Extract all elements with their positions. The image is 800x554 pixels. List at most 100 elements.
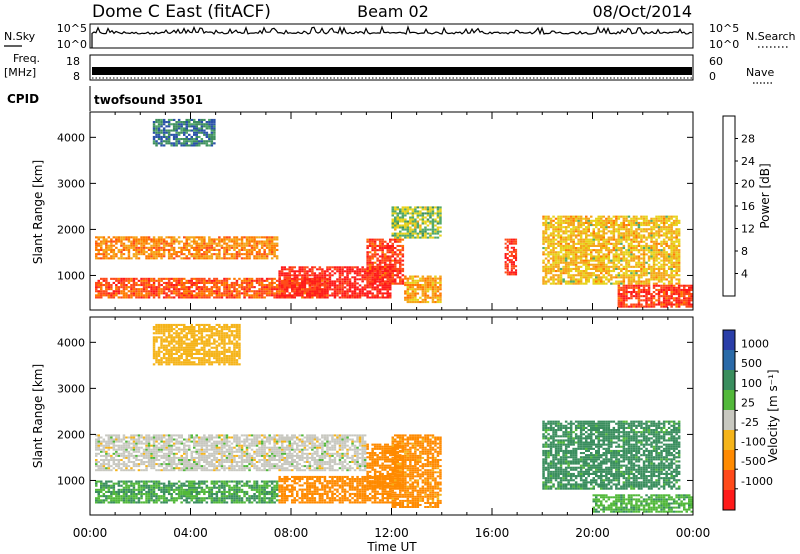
heatmap-cell [564, 219, 568, 222]
heatmap-cell [652, 247, 656, 250]
heatmap-cell [549, 272, 553, 275]
heatmap-cell [635, 257, 638, 260]
heatmap-cell [562, 238, 565, 241]
heatmap-cell [647, 265, 651, 268]
heatmap-cell [419, 230, 422, 233]
heatmap-cell [574, 257, 578, 260]
heatmap-cell [286, 268, 289, 271]
heatmap-cell [210, 255, 214, 258]
heatmap-cell [250, 277, 254, 280]
heatmap-cell [617, 280, 621, 283]
heatmap-cell [564, 280, 568, 283]
heatmap-cell [346, 266, 349, 269]
heatmap-cell [341, 286, 344, 289]
heatmap-cell [419, 301, 422, 304]
heatmap-cell [416, 234, 420, 237]
heatmap-cell [404, 281, 407, 284]
heatmap-cell [243, 253, 246, 256]
heatmap-cell [203, 279, 206, 282]
heatmap-cell [592, 259, 595, 262]
heatmap-cell [240, 257, 244, 260]
heatmap-cell [620, 240, 623, 243]
heatmap-cell [632, 303, 636, 306]
heatmap-cell [672, 249, 676, 252]
heatmap-cell [170, 296, 173, 299]
heatmap-cell [203, 238, 206, 241]
heatmap-cell [268, 288, 271, 291]
heatmap-cell [605, 217, 608, 220]
heatmap-cell [142, 236, 146, 239]
heatmap-cell [416, 214, 420, 217]
heatmap-cell [645, 249, 648, 252]
heatmap-cell [632, 215, 636, 218]
heatmap-cell [399, 244, 402, 247]
heatmap-cell [122, 281, 126, 284]
heatmap-cell [180, 286, 183, 289]
heatmap-cell [617, 305, 621, 308]
heatmap-cell [170, 246, 173, 249]
heatmap-cell [559, 219, 563, 222]
heatmap-cell [592, 224, 595, 227]
heatmap-cell [183, 288, 186, 291]
heatmap-cell [512, 263, 515, 266]
heatmap-cell [130, 294, 133, 297]
heatmap-cell [167, 236, 171, 239]
heatmap-cell [215, 255, 219, 258]
heatmap-cell [193, 246, 196, 249]
heatmap-cell [333, 292, 337, 295]
heatmap-cell [303, 282, 307, 285]
heatmap-cell [409, 288, 412, 291]
heatmap-cell [602, 244, 605, 247]
heatmap-cell [127, 452, 131, 455]
heatmap-cell [657, 291, 661, 294]
heatmap-cell [107, 281, 111, 284]
heatmap-cell [127, 450, 131, 453]
heatmap-cell [110, 434, 113, 437]
heatmap-cell [308, 278, 312, 281]
heatmap-cell [391, 232, 394, 235]
heatmap-cell [245, 240, 249, 243]
heatmap-cell [510, 250, 513, 253]
heatmap-cell [288, 292, 291, 295]
heatmap-cell [569, 236, 573, 239]
heatmap-cell [552, 234, 555, 237]
heatmap-cell [672, 297, 676, 300]
heatmap-cell [667, 244, 671, 247]
heatmap-cell [660, 301, 663, 304]
heatmap-cell [406, 210, 410, 213]
heatmap-cell [670, 272, 673, 275]
heatmap-cell [366, 259, 369, 262]
heatmap-cell [416, 286, 420, 289]
heatmap-cell [431, 279, 435, 282]
heatmap-cell [358, 290, 362, 293]
heatmap-cell [213, 118, 216, 121]
heatmap-cell [600, 224, 603, 227]
heatmap-cell [592, 244, 595, 247]
heatmap-cell [655, 219, 658, 222]
heatmap-cell [600, 255, 603, 258]
heatmap-cell [642, 263, 646, 266]
heatmap-cell [615, 249, 618, 252]
heatmap-cell [439, 281, 442, 284]
heatmap-cell [642, 282, 646, 285]
heatmap-cell [235, 294, 239, 297]
heatmap-cell [411, 284, 415, 287]
heatmap-cell [396, 214, 399, 217]
heatmap-cell [268, 236, 271, 239]
heatmap-cell [396, 272, 399, 275]
heatmap-cell [605, 242, 608, 245]
heatmap-cell [140, 279, 143, 282]
heatmap-cell [160, 246, 163, 249]
heatmap-cell [635, 280, 638, 283]
heatmap-cell [122, 436, 126, 439]
heatmap-cell [652, 274, 656, 277]
heatmap-cell [637, 280, 641, 283]
heatmap-cell [655, 284, 658, 287]
heatmap-cell [255, 253, 259, 256]
heatmap-cell [117, 438, 121, 441]
heatmap-cell [557, 270, 560, 273]
heatmap-cell [316, 278, 319, 281]
heatmap-cell [152, 242, 156, 245]
heatmap-cell [549, 221, 553, 224]
heatmap-cell [637, 295, 641, 298]
